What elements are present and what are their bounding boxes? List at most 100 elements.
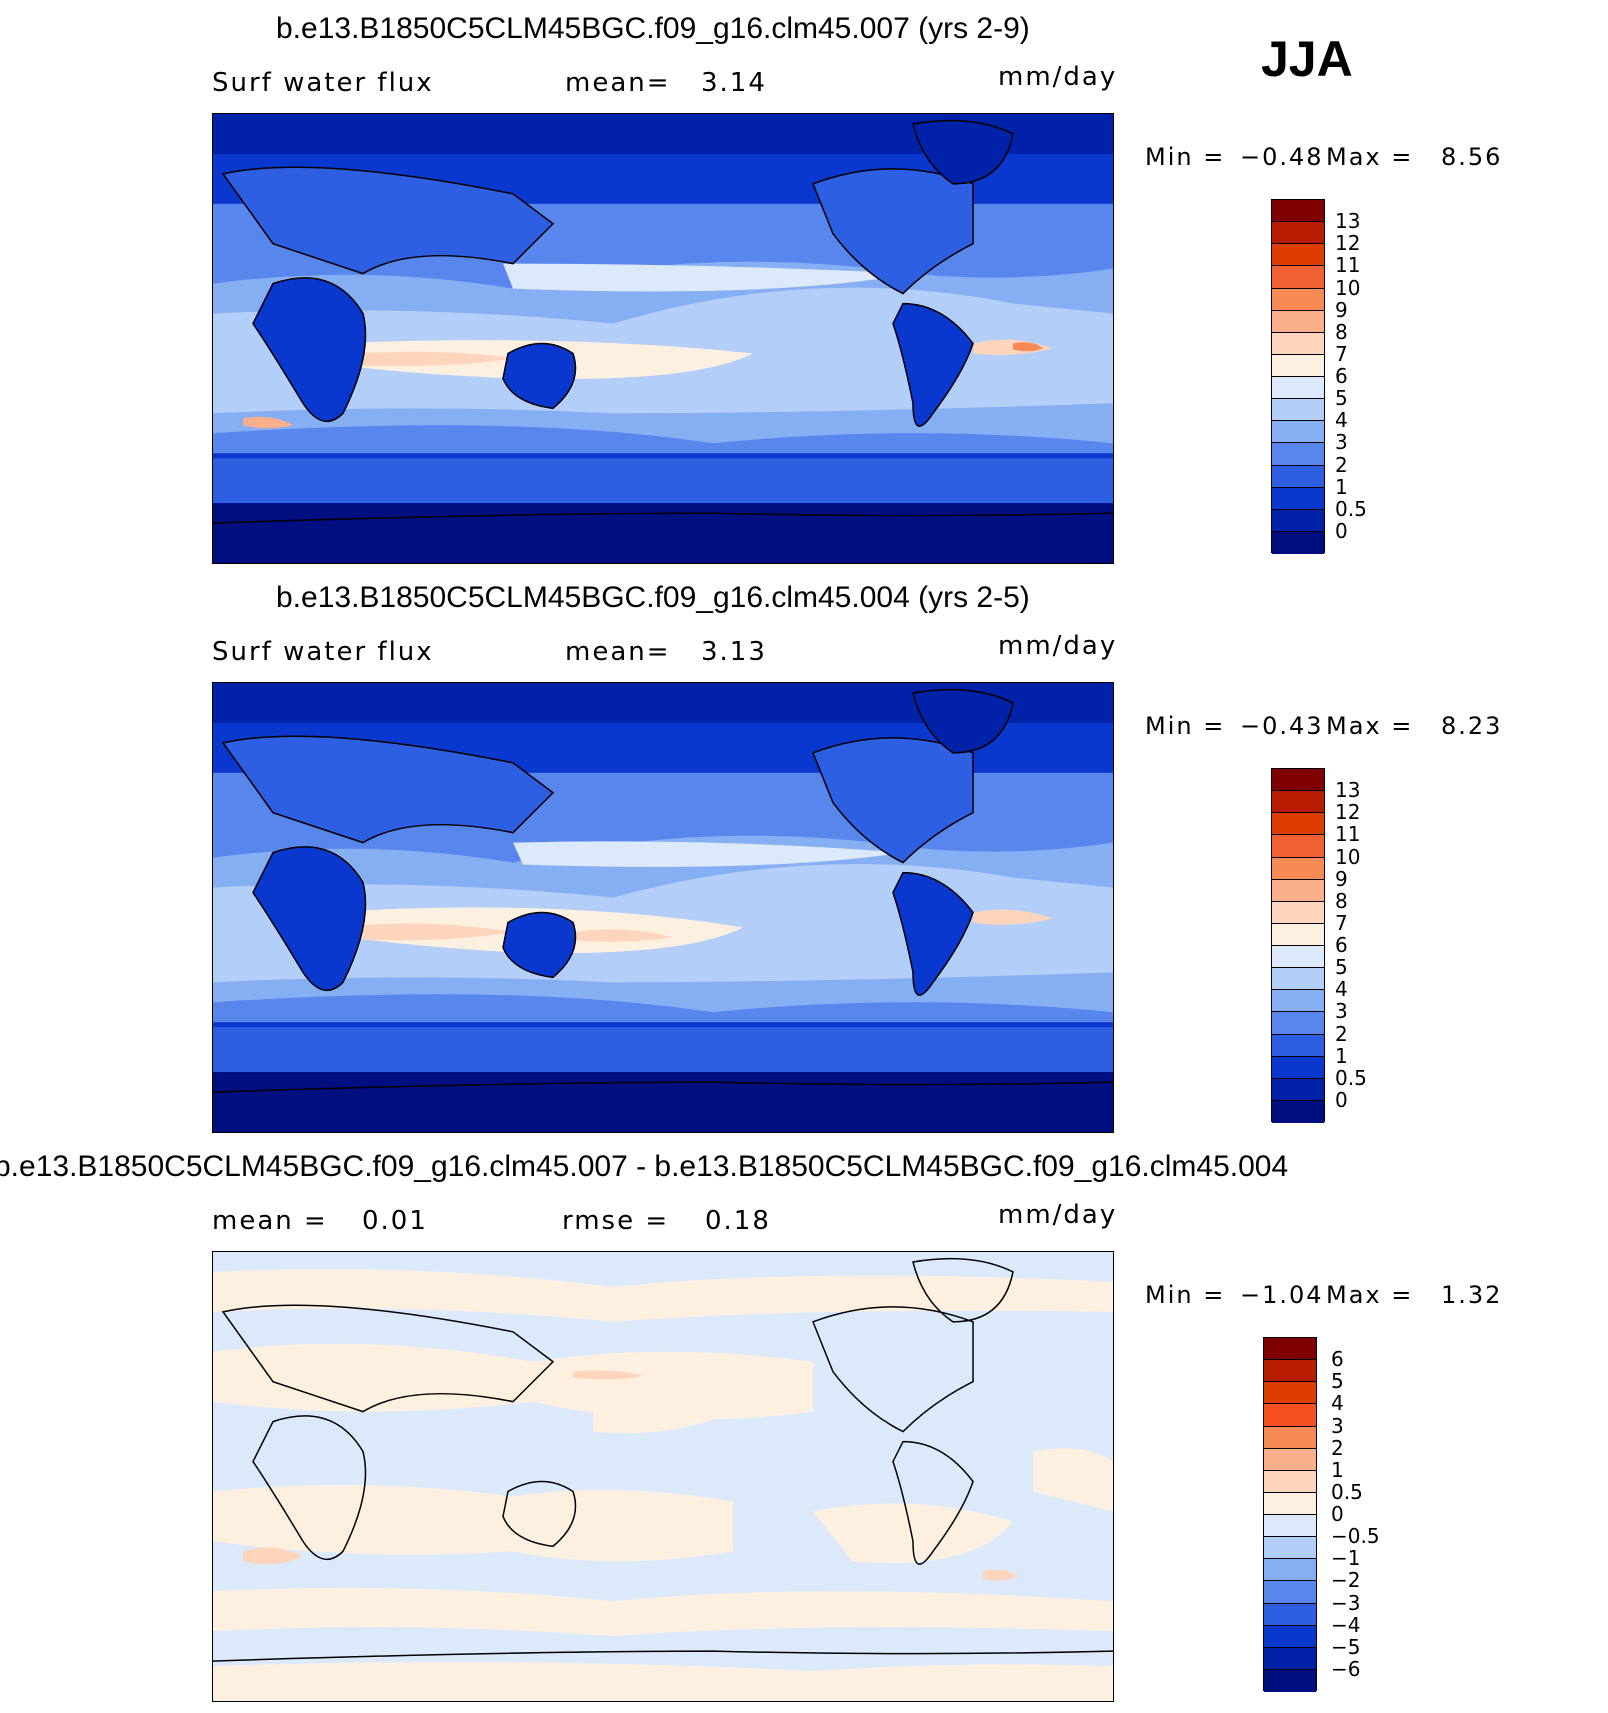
colorbar-label: 11 xyxy=(1335,822,1361,847)
colorbar-swatch xyxy=(1272,332,1324,355)
colorbar-swatch xyxy=(1272,354,1324,377)
colorbar-label: −3 xyxy=(1331,1590,1361,1615)
panel-3-max-value: 1.32 xyxy=(1441,1281,1503,1309)
panel-2-colorbar: 13 12 11 10 9 8 7 6 5 4 3 2 1 0.5 0 xyxy=(1271,768,1401,1123)
colorbar-swatch xyxy=(1264,1625,1316,1648)
panel-3-rmse-value: 0.18 xyxy=(705,1206,771,1236)
colorbar-label: 4 xyxy=(1335,977,1348,1002)
colorbar-label: 0.5 xyxy=(1335,1065,1367,1090)
colorbar-swatch xyxy=(1264,1669,1316,1692)
panel-1-min-value: −0.48 xyxy=(1240,143,1324,171)
panel-3-min-value: −1.04 xyxy=(1240,1281,1324,1309)
colorbar-swatch xyxy=(1272,813,1324,836)
colorbar-swatch xyxy=(1264,1492,1316,1515)
panel-2-min-label: Min = xyxy=(1145,712,1226,740)
colorbar-label: 12 xyxy=(1335,800,1361,825)
colorbar-label: −4 xyxy=(1331,1612,1361,1637)
colorbar-swatch xyxy=(1264,1470,1316,1493)
panel-1-colorbar: 13 12 11 10 9 8 7 6 5 4 3 2 1 0.5 0 xyxy=(1271,199,1401,554)
colorbar-swatch xyxy=(1264,1581,1316,1604)
colorbar-swatch xyxy=(1272,399,1324,422)
colorbar-swatches xyxy=(1271,199,1325,554)
panel-3-title: b.e13.B1850C5CLM45BGC.f09_g16.clm45.007 … xyxy=(0,1150,1289,1183)
panel-3-mean-value: 0.01 xyxy=(362,1206,428,1236)
colorbar-swatch xyxy=(1272,1100,1324,1123)
panel-3-mean-label: mean = xyxy=(212,1206,328,1236)
colorbar-swatch xyxy=(1272,946,1324,969)
colorbar-swatch xyxy=(1272,266,1324,289)
panel-2-units: mm/day xyxy=(998,631,1118,661)
colorbar-label: 12 xyxy=(1335,231,1361,256)
colorbar-label: 1 xyxy=(1331,1457,1344,1482)
colorbar-label: 9 xyxy=(1335,297,1348,322)
colorbar-swatch xyxy=(1272,443,1324,466)
colorbar-swatch xyxy=(1272,1078,1324,1101)
colorbar-swatch xyxy=(1272,1056,1324,1079)
panel-2-contour-map xyxy=(213,683,1113,1132)
panel-3-min-label: Min = xyxy=(1145,1281,1226,1309)
panel-1-contour-map xyxy=(213,114,1113,563)
colorbar-label: 0 xyxy=(1335,518,1348,543)
colorbar-label: 13 xyxy=(1335,778,1361,803)
colorbar-swatch xyxy=(1272,244,1324,267)
colorbar-label: 5 xyxy=(1335,386,1348,411)
colorbar-swatch xyxy=(1264,1404,1316,1427)
colorbar-swatch xyxy=(1264,1559,1316,1582)
colorbar-swatch xyxy=(1272,791,1324,814)
colorbar-label: 6 xyxy=(1335,933,1348,957)
panel-3-units: mm/day xyxy=(998,1200,1118,1230)
panel-1-units: mm/day xyxy=(998,62,1118,92)
colorbar-label: 10 xyxy=(1335,275,1361,300)
colorbar-label: 3 xyxy=(1335,430,1348,455)
colorbar-label: 5 xyxy=(1335,955,1348,980)
colorbar-label: 4 xyxy=(1331,1391,1344,1416)
colorbar-swatch xyxy=(1272,509,1324,532)
colorbar-label: −1 xyxy=(1331,1546,1361,1571)
colorbar-label: 1 xyxy=(1335,1043,1348,1068)
colorbar-label: 9 xyxy=(1335,866,1348,891)
panel-3-rmse-label: rmse = xyxy=(562,1206,670,1236)
panel-2-max-label: Max = xyxy=(1326,712,1414,740)
colorbar-label: 7 xyxy=(1335,341,1348,366)
colorbar-swatch xyxy=(1272,377,1324,400)
panel-1-title: b.e13.B1850C5CLM45BGC.f09_g16.clm45.007 … xyxy=(276,12,1030,45)
colorbar-label: 1 xyxy=(1335,474,1348,499)
colorbar-swatch xyxy=(1272,990,1324,1013)
colorbar-label: 13 xyxy=(1335,209,1361,234)
colorbar-swatch xyxy=(1272,288,1324,311)
panel-2-max-value: 8.23 xyxy=(1441,712,1503,740)
panel-2-mean-label: mean= xyxy=(565,637,671,667)
colorbar-label: −0.5 xyxy=(1331,1524,1380,1549)
colorbar-swatch xyxy=(1264,1603,1316,1626)
season-label: JJA xyxy=(1261,31,1353,87)
colorbar-swatch xyxy=(1272,531,1324,554)
colorbar-swatch xyxy=(1264,1360,1316,1383)
colorbar-swatch xyxy=(1272,487,1324,510)
colorbar-label: 0 xyxy=(1331,1502,1344,1526)
panel-1-max-value: 8.56 xyxy=(1441,143,1503,171)
colorbar-label: 8 xyxy=(1335,319,1348,344)
colorbar-label: 4 xyxy=(1335,408,1348,433)
colorbar-label: 8 xyxy=(1335,888,1348,913)
colorbar-swatch xyxy=(1272,465,1324,488)
colorbar-swatch xyxy=(1272,901,1324,924)
colorbar-swatch xyxy=(1264,1647,1316,1670)
colorbar-swatch xyxy=(1264,1448,1316,1471)
colorbar-swatch xyxy=(1272,857,1324,880)
panel-3-contour-map xyxy=(213,1252,1113,1701)
colorbar-swatch xyxy=(1264,1426,1316,1449)
colorbar-swatch xyxy=(1272,310,1324,333)
panel-1-min-label: Min = xyxy=(1145,143,1226,171)
panel-2-mean-value: 3.13 xyxy=(701,637,767,667)
colorbar-label: 6 xyxy=(1331,1347,1344,1372)
colorbar-swatch xyxy=(1272,421,1324,444)
colorbar-swatch xyxy=(1272,1012,1324,1035)
panel-3-map xyxy=(212,1251,1114,1702)
colorbar-swatch xyxy=(1272,835,1324,858)
colorbar-label: 7 xyxy=(1335,910,1348,935)
panel-3-colorbar: 6 5 4 3 2 1 0.5 0 −0.5 −1 −2 −3 −4 −5 −6 xyxy=(1263,1337,1403,1692)
colorbar-label: 10 xyxy=(1335,844,1361,869)
colorbar-label: −2 xyxy=(1331,1568,1361,1593)
colorbar-label: 3 xyxy=(1331,1413,1344,1438)
colorbar-label: 3 xyxy=(1335,999,1348,1024)
